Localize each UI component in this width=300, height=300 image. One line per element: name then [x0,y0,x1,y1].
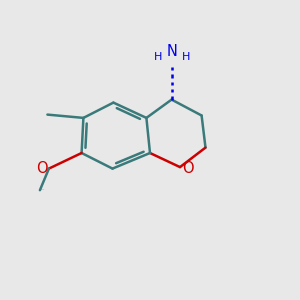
Text: O: O [36,161,47,176]
Text: methoxy: methoxy [38,189,45,190]
Text: H: H [182,52,190,62]
Text: H: H [154,52,163,62]
Text: O: O [183,161,194,176]
Text: N: N [167,44,178,59]
